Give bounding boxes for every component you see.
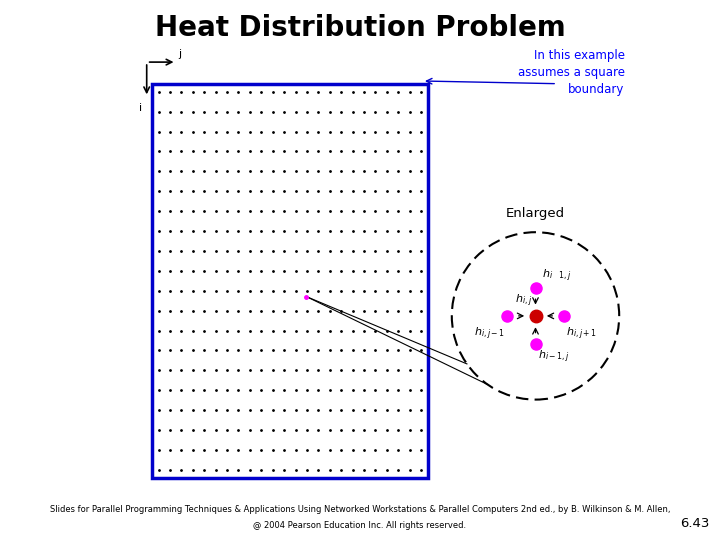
Text: $h_{i-1,j}$: $h_{i-1,j}$ (539, 348, 570, 364)
Bar (152, 84, 428, 478)
Text: Heat Distribution Problem: Heat Distribution Problem (155, 14, 565, 42)
Text: $h_{i,j}$: $h_{i,j}$ (516, 293, 533, 309)
Text: $h_{i,j-1}$: $h_{i,j-1}$ (474, 326, 505, 342)
Text: In this example
assumes a square
boundary: In this example assumes a square boundar… (518, 49, 625, 96)
Text: 6.43: 6.43 (680, 517, 709, 530)
Text: j: j (178, 49, 181, 59)
Text: $h_i$  $_{1,j}$: $h_i$ $_{1,j}$ (542, 267, 572, 284)
Text: Slides for Parallel Programming Techniques & Applications Using Networked Workst: Slides for Parallel Programming Techniqu… (50, 505, 670, 514)
Text: $h_{i,j+1}$: $h_{i,j+1}$ (566, 326, 597, 342)
Text: Enlarged: Enlarged (506, 207, 565, 220)
Text: @ 2004 Pearson Education Inc. All rights reserved.: @ 2004 Pearson Education Inc. All rights… (253, 521, 467, 530)
Text: i: i (139, 103, 142, 113)
